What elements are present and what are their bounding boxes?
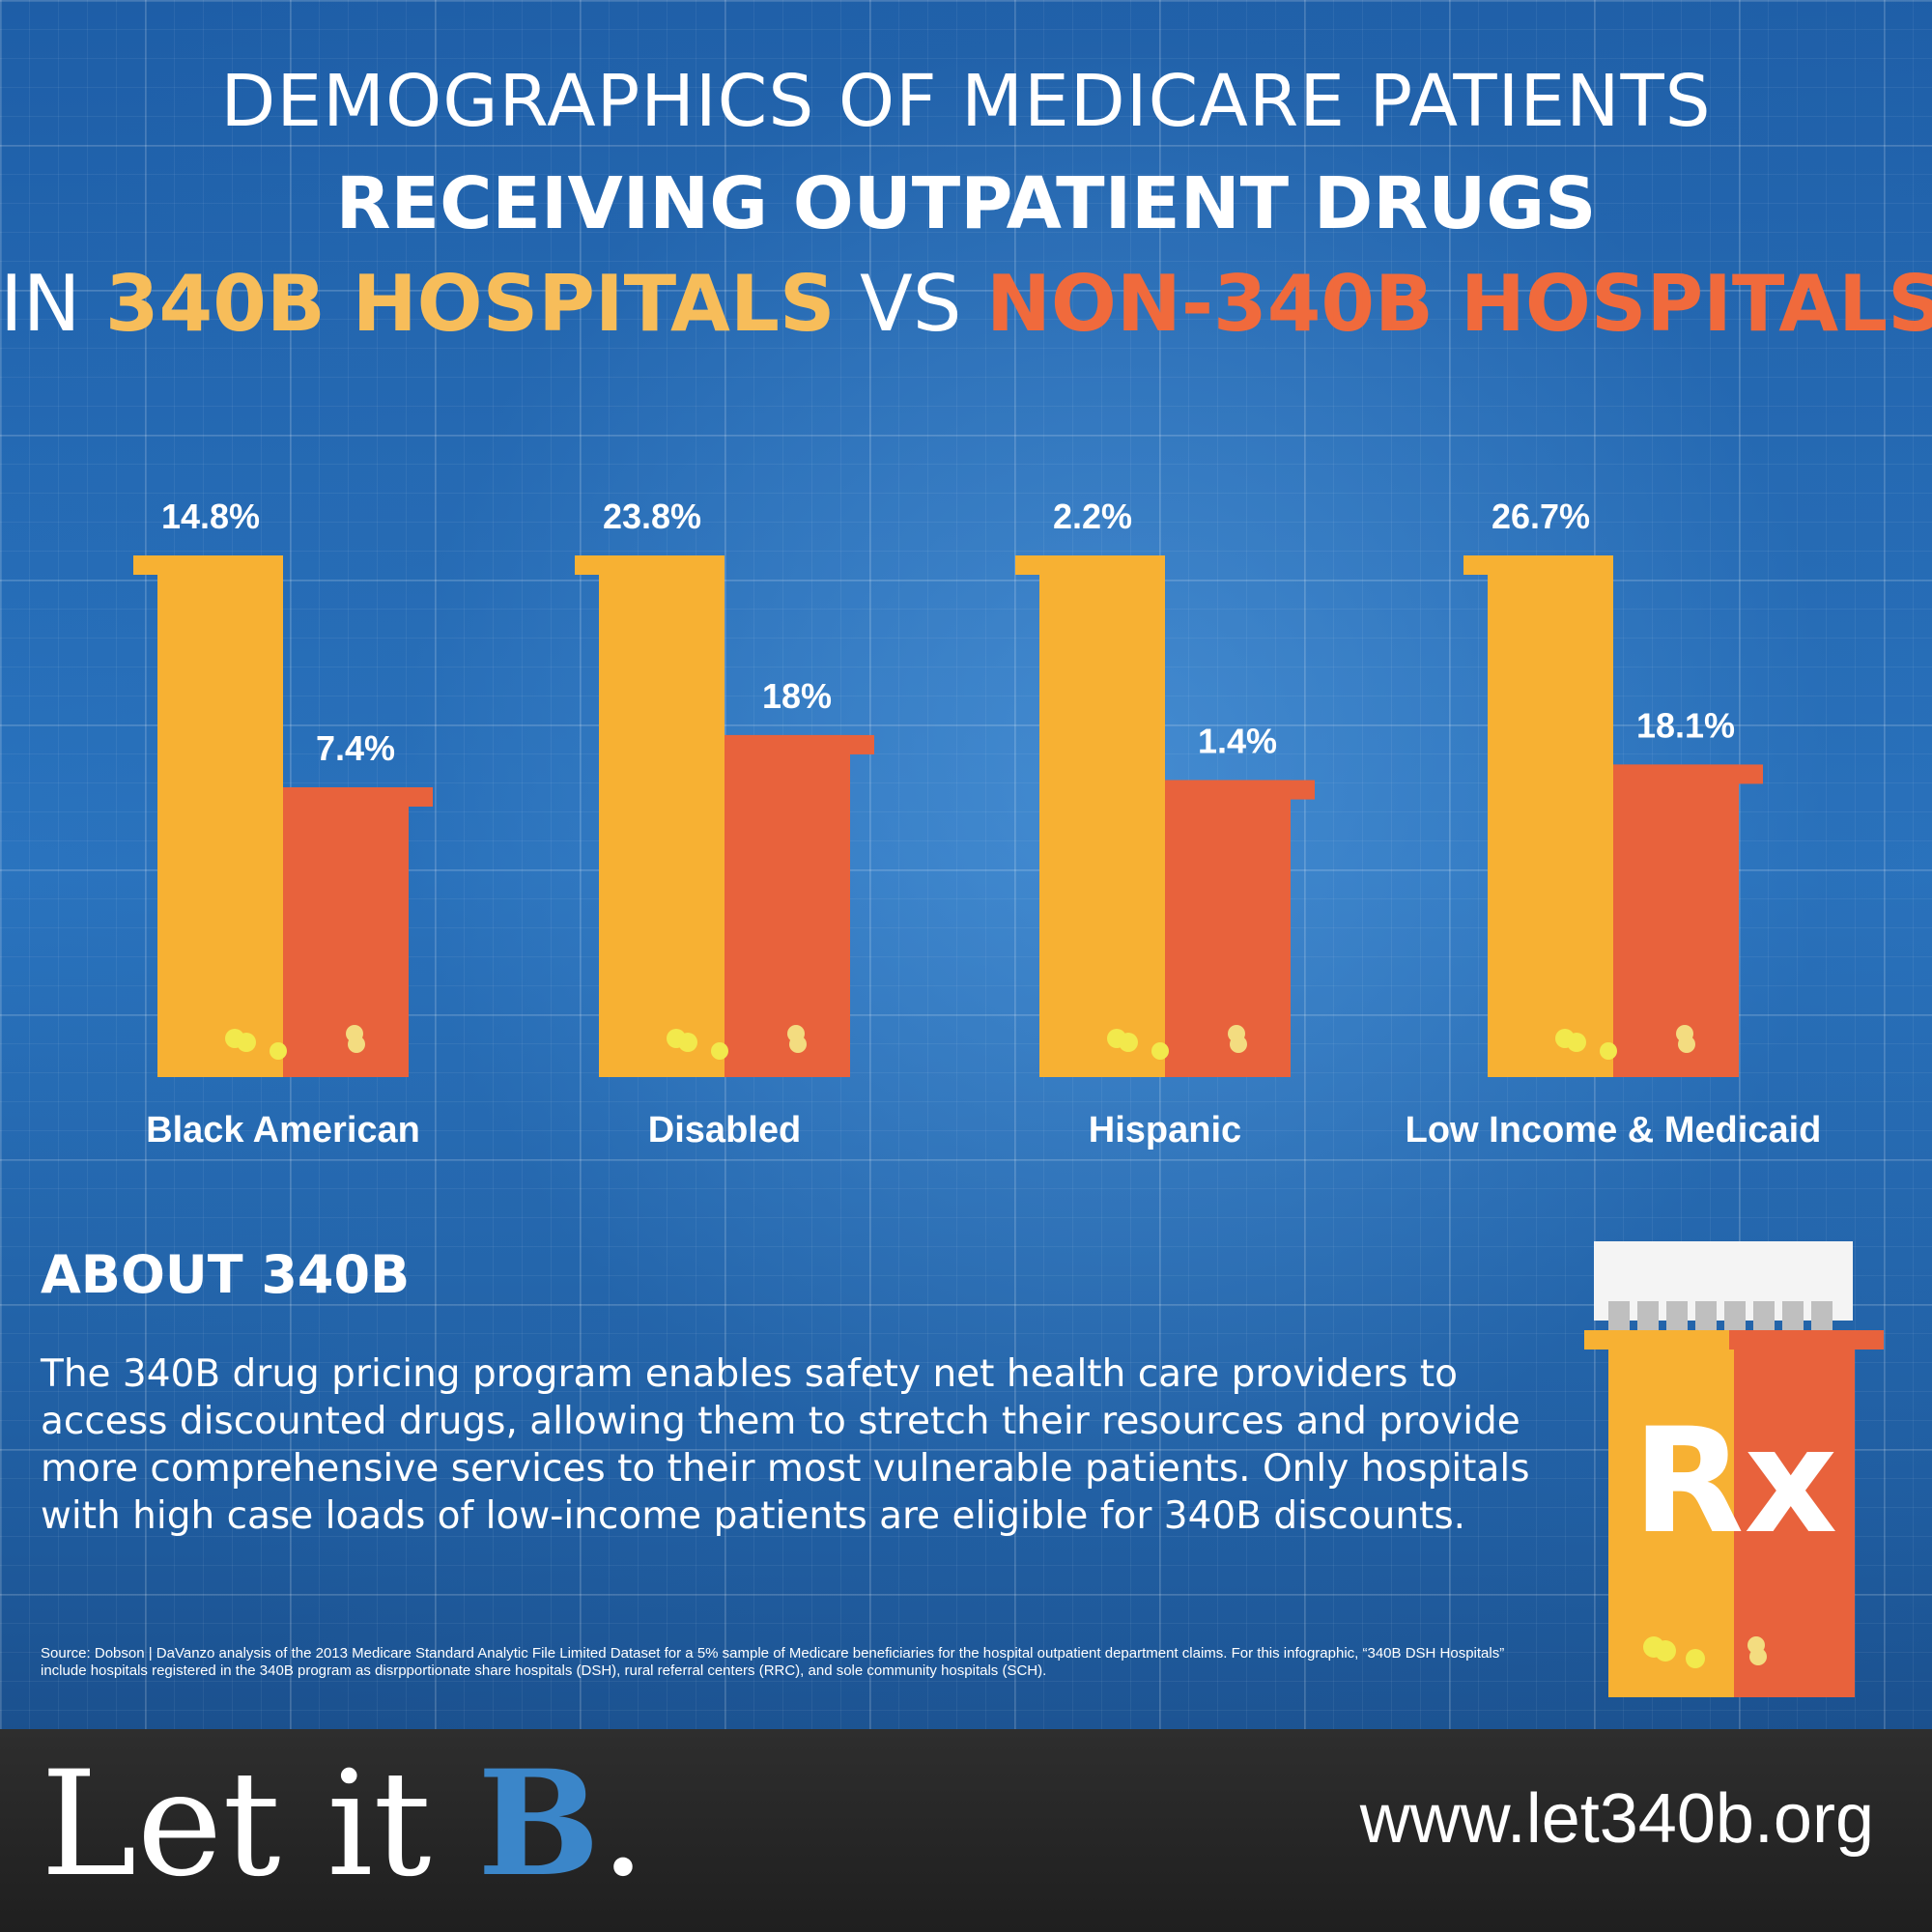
bar-lip [724, 734, 874, 754]
title-line-2: RECEIVING OUTPATIENT DRUGS [335, 162, 1597, 245]
title-line-3: IN 340B HOSPITALS VS NON-340B HOSPITALS [0, 259, 1932, 349]
value-label: 23.8% [603, 497, 701, 536]
bar-340b [1488, 555, 1613, 1077]
pill-icon [789, 1036, 807, 1053]
category-label: Hispanic [1089, 1110, 1241, 1151]
value-label: 18.1% [1636, 705, 1735, 745]
bar-non340b [1165, 780, 1291, 1077]
bar-340b [157, 555, 283, 1077]
value-label: 1.4% [1198, 722, 1277, 761]
bar-lip [283, 787, 433, 807]
pill-icon [711, 1042, 728, 1060]
bottle-body-left [1608, 1350, 1734, 1697]
title-vs: VS [859, 259, 962, 349]
pills-icon [1643, 1636, 1767, 1668]
category-label: Black American [146, 1110, 420, 1151]
value-label: 26.7% [1492, 497, 1590, 536]
pill-bottle-icon: Rx [1584, 1241, 1884, 1697]
pill-icon [348, 1036, 365, 1053]
pill-icon [1151, 1042, 1169, 1060]
value-label: 2.2% [1053, 497, 1132, 536]
value-label: 18% [762, 676, 832, 716]
pill-icon [678, 1033, 697, 1052]
website-link[interactable]: www.let340b.org [1359, 1780, 1874, 1858]
bar-340b [1039, 555, 1165, 1077]
about-heading: ABOUT 340B [41, 1244, 411, 1305]
bottle-cap [1594, 1241, 1853, 1321]
category-label: Low Income & Medicaid [1406, 1110, 1822, 1151]
title-non-340b-hospitals: NON-340B HOSPITALS [985, 259, 1932, 349]
about-paragraph: The 340B drug pricing program enables sa… [41, 1352, 1530, 1538]
bar-lip [1613, 764, 1763, 784]
footer: Let it B. www.let340b.org [0, 1729, 1932, 1932]
brand-b: B [477, 1739, 601, 1909]
bar-lip [1015, 555, 1165, 575]
source-note: Source: Dobson | DaVanzo analysis of the… [41, 1645, 1505, 1679]
title-line-1: DEMOGRAPHICS OF MEDICARE PATIENTS [220, 60, 1712, 143]
pill-icon [1600, 1042, 1617, 1060]
brand-text: Let it [41, 1741, 478, 1909]
pill-icon [1119, 1033, 1138, 1052]
pill-icon [1230, 1036, 1247, 1053]
cap-ridges [1608, 1301, 1833, 1330]
bar-chart: 14.8% 7.4% Black American 23.8% 18% Disabled 2… [133, 497, 1822, 1151]
bar-lip [575, 555, 724, 575]
rx-glyph: Rx [1633, 1398, 1837, 1566]
bar-340b [599, 555, 724, 1077]
value-label: 7.4% [316, 728, 395, 768]
bar-non340b [283, 787, 409, 1077]
bar-non340b [724, 734, 850, 1077]
pill-icon [270, 1042, 287, 1060]
pill-icon [237, 1033, 256, 1052]
pill-icon [1567, 1033, 1586, 1052]
brand-dot: . [600, 1741, 646, 1909]
value-label: 14.8% [161, 497, 260, 536]
bar-lip [1463, 555, 1613, 575]
bar-lip [133, 555, 283, 575]
title-in: IN [0, 259, 81, 349]
brand-logo: Let it B. [41, 1739, 646, 1909]
bar-lip [1165, 780, 1315, 800]
category-label: Disabled [648, 1110, 801, 1151]
pill-icon [1678, 1036, 1695, 1053]
title-340b-hospitals: 340B HOSPITALS [104, 259, 836, 349]
bar-non340b [1613, 764, 1739, 1077]
